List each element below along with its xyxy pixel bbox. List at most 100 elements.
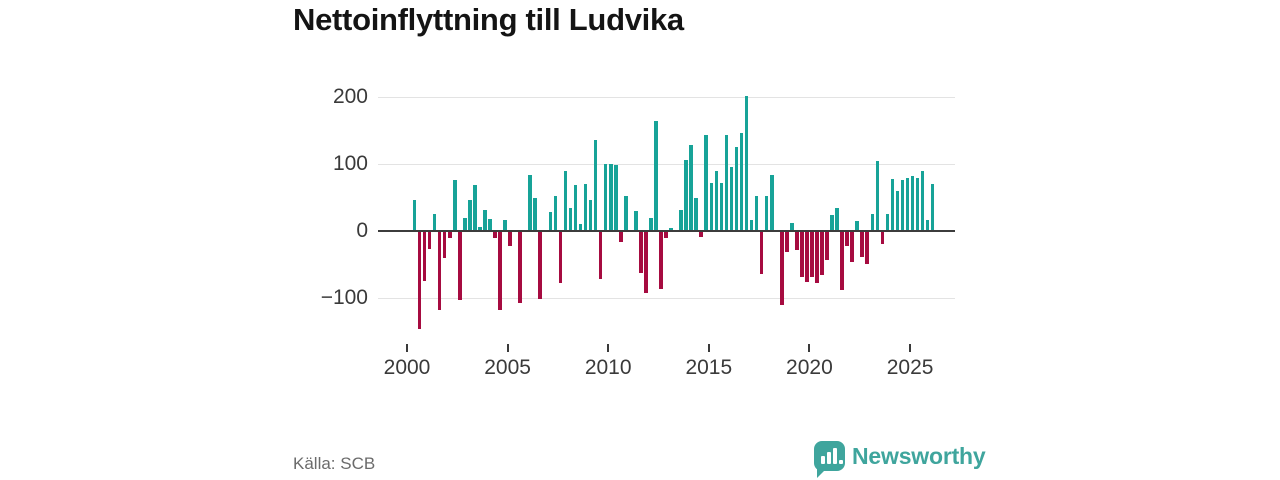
bar-2012-Q4 xyxy=(664,231,668,238)
bar-2018-Q3 xyxy=(779,231,784,305)
bar-2012-Q1 xyxy=(649,218,653,231)
bar-2022-Q4 xyxy=(865,231,870,264)
x-tick-2020 xyxy=(808,344,811,352)
bar-2024-Q2 xyxy=(895,190,900,231)
bar-2022-Q1 xyxy=(850,231,854,262)
bar-2001-Q4 xyxy=(442,231,447,258)
bar-2022-Q3 xyxy=(860,231,865,258)
newsworthy-logo: Newsworthy xyxy=(814,441,986,478)
bar-2000-Q4 xyxy=(422,231,427,282)
bar-2006-Q3 xyxy=(538,231,543,300)
bar-2002-Q1 xyxy=(447,231,452,239)
bar-2003-Q3 xyxy=(478,227,482,231)
bar-2017-Q1 xyxy=(749,220,754,231)
bar-2017-Q3 xyxy=(759,231,764,274)
bar-2019-Q3 xyxy=(800,231,804,277)
bar-2008-Q2 xyxy=(573,185,578,231)
newsworthy-speech-bubble-barchart-icon xyxy=(814,441,845,478)
bar-2001-Q1 xyxy=(427,231,432,250)
bar-2013-Q4 xyxy=(684,160,688,231)
x-tick-label-2020: 2020 xyxy=(786,356,833,379)
bar-2010-Q1 xyxy=(608,164,613,231)
y-tick-label-200: 200 xyxy=(332,85,368,108)
bar-2001-Q3 xyxy=(437,231,442,311)
gridline--100 xyxy=(378,298,955,299)
bar-2019-Q4 xyxy=(805,231,809,282)
bar-2020-Q1 xyxy=(810,231,814,277)
bar-2002-Q2 xyxy=(452,180,457,231)
bar-2015-Q1 xyxy=(709,183,714,231)
x-tick-label-2015: 2015 xyxy=(685,356,733,379)
bar-2013-Q3 xyxy=(679,210,683,231)
bar-2023-Q2 xyxy=(875,160,880,231)
bar-2015-Q3 xyxy=(719,183,724,231)
bar-2009-Q1 xyxy=(588,199,593,231)
bar-2020-Q2 xyxy=(815,231,819,283)
bar-2004-Q1 xyxy=(488,218,492,231)
source-note: Källa: SCB xyxy=(293,454,376,473)
bar-2023-Q1 xyxy=(870,213,875,231)
bar-2010-Q2 xyxy=(613,165,618,231)
bar-2007-Q2 xyxy=(553,196,558,231)
bar-2004-Q2 xyxy=(493,231,497,238)
bar-2009-Q3 xyxy=(598,231,603,280)
bar-2014-Q3 xyxy=(699,231,704,237)
bar-2016-Q4 xyxy=(744,95,749,231)
gridline-100 xyxy=(378,164,955,165)
bar-2011-Q4 xyxy=(644,231,648,294)
bar-2007-Q4 xyxy=(563,171,568,231)
bar-2026-Q1 xyxy=(930,184,935,231)
bar-2014-Q1 xyxy=(689,145,694,231)
bar-2009-Q2 xyxy=(593,139,598,231)
bar-2001-Q2 xyxy=(432,213,437,231)
x-tick-label-2005: 2005 xyxy=(484,356,531,379)
bar-2003-Q1 xyxy=(468,200,472,231)
bar-2000-Q3 xyxy=(417,231,422,329)
bar-2006-Q1 xyxy=(528,174,533,231)
bar-2002-Q4 xyxy=(463,218,467,231)
x-tick-2010 xyxy=(607,344,610,352)
bar-2025-Q4 xyxy=(925,220,930,231)
x-tick-2000 xyxy=(406,344,408,352)
bar-2006-Q2 xyxy=(533,197,538,231)
bar-2015-Q2 xyxy=(714,170,719,231)
bar-2023-Q3 xyxy=(880,231,885,244)
bar-2016-Q3 xyxy=(739,133,744,231)
bar-2024-Q3 xyxy=(900,180,905,231)
bar-2007-Q1 xyxy=(548,212,553,231)
bar-2008-Q3 xyxy=(578,224,583,231)
bar-2012-Q3 xyxy=(659,231,663,289)
bar-2014-Q2 xyxy=(694,198,699,231)
bar-2024-Q4 xyxy=(905,178,910,231)
bar-2018-Q1 xyxy=(769,175,774,231)
bar-2017-Q2 xyxy=(754,195,759,231)
bar-2003-Q4 xyxy=(483,209,487,231)
y-tick-label--100: −100 xyxy=(320,286,368,309)
y-tick-label-0: 0 xyxy=(356,219,368,242)
bar-2008-Q4 xyxy=(583,184,588,231)
x-tick-label-2010: 2010 xyxy=(584,356,632,379)
x-tick-label-2025: 2025 xyxy=(886,356,934,379)
chart-title: Nettoinflyttning till Ludvika xyxy=(293,2,684,37)
bar-2004-Q4 xyxy=(503,220,507,231)
logo-bar-medium-icon xyxy=(827,452,831,464)
bar-2021-Q1 xyxy=(830,214,834,231)
bar-2008-Q1 xyxy=(568,207,573,232)
bar-2002-Q3 xyxy=(457,231,462,300)
bar-2009-Q4 xyxy=(603,164,608,231)
bar-2025-Q3 xyxy=(920,170,925,231)
bar-2016-Q1 xyxy=(729,167,734,231)
bar-2021-Q4 xyxy=(845,231,849,247)
gridline-200 xyxy=(378,97,955,98)
bar-2012-Q2 xyxy=(654,121,658,231)
x-tick-2015 xyxy=(707,344,710,352)
bar-2005-Q3 xyxy=(518,231,522,303)
x-tick-label-2000: 2000 xyxy=(383,356,431,379)
bar-2020-Q4 xyxy=(825,231,829,260)
bar-2021-Q2 xyxy=(835,208,839,231)
bar-2023-Q4 xyxy=(885,213,890,231)
bar-2015-Q4 xyxy=(724,135,729,231)
bar-2024-Q1 xyxy=(890,179,895,231)
bar-2010-Q3 xyxy=(618,231,623,242)
